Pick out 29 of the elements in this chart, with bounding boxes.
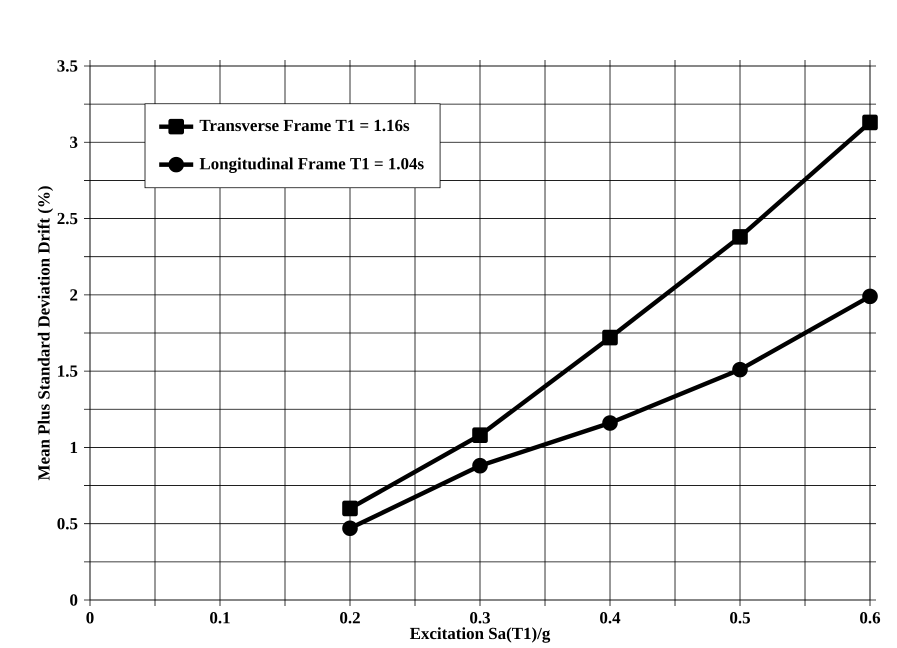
y-tick-label: 1 [70,442,78,454]
x-tick-label: 0 [86,612,94,624]
x-tick-label: 0.6 [860,612,880,624]
y-tick-label: 3 [70,136,78,148]
point [602,330,618,346]
x-tick-label: 0.2 [340,612,360,624]
point [342,520,358,536]
point [862,114,878,130]
point [472,427,488,444]
x-tick-label: 0.1 [210,612,230,624]
point [732,362,748,378]
y-tick-label: 2 [70,289,78,300]
point [732,229,748,245]
y-tick-label: 0.5 [57,518,78,530]
y-tick-label: 1.5 [58,365,78,377]
point [472,458,488,474]
point [342,500,358,516]
x-axis-title: Excitation Sa(T1)/g [410,627,550,643]
y-tick-label: 3.5 [57,60,78,72]
y-tick-label: 2.5 [58,212,78,224]
point [602,415,618,431]
y-axis-title: Mean Plus Standard Deviation Drift (%) [38,186,54,480]
x-tick-label: 0.4 [600,612,620,624]
x-tick-label: 0.5 [730,612,750,624]
legend-label: Transverse Frame T1 = 1.16s [200,120,410,132]
point [862,288,878,304]
x-tick-label: 0.3 [470,612,490,624]
y-tick-label: 0 [70,594,78,606]
legend-label: Longitudinal Frame T1 = 1.04s [200,157,424,173]
